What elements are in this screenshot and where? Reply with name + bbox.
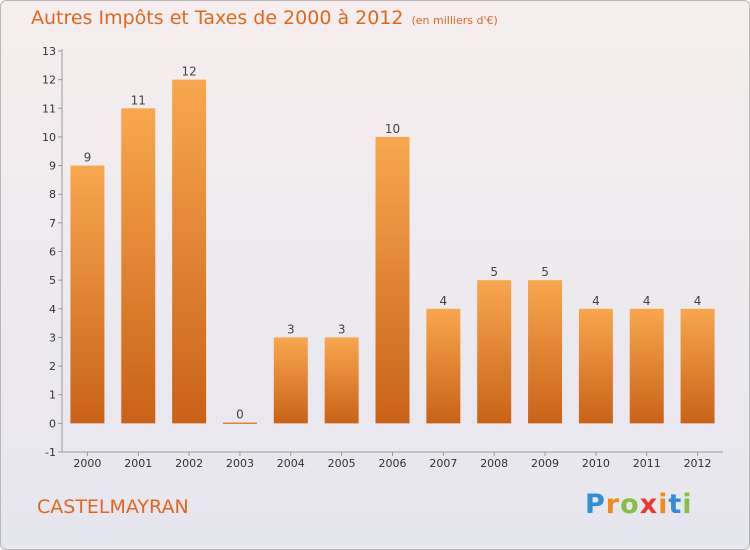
x-tick-label: 2007 — [429, 457, 457, 470]
y-tick-label: 4 — [49, 303, 56, 316]
brand-logo-letter: o — [620, 489, 640, 520]
x-tick-label: 2001 — [124, 457, 152, 470]
brand-logo: Proxiti — [585, 489, 693, 520]
bar — [70, 165, 105, 424]
data-label: 5 — [490, 265, 498, 279]
data-label: 0 — [236, 407, 244, 421]
x-tick-label: 2010 — [582, 457, 610, 470]
data-label: 12 — [181, 65, 196, 79]
x-tick-label: 2012 — [684, 457, 712, 470]
bar — [426, 308, 461, 424]
chart-title-text: Autres Impôts et Taxes de 2000 à 2012 — [31, 7, 404, 29]
y-tick-label: -1 — [45, 446, 56, 459]
bar — [375, 136, 410, 424]
bar — [477, 280, 512, 424]
data-label: 10 — [385, 122, 400, 136]
bar — [273, 337, 308, 424]
data-label: 9 — [84, 151, 92, 165]
brand-logo-letter: P — [585, 489, 606, 520]
x-tick-label: 2008 — [480, 457, 508, 470]
x-tick-label: 2005 — [328, 457, 356, 470]
y-tick-label: 3 — [49, 331, 56, 344]
data-labels: 9 11 12 0 3 3 10 4 5 5 4 4 4 — [84, 65, 702, 422]
data-label: 5 — [541, 265, 549, 279]
bars — [70, 79, 715, 424]
bar — [121, 108, 156, 424]
bar — [172, 79, 207, 424]
y-tick-label: 10 — [42, 131, 56, 144]
data-label: 11 — [131, 93, 146, 107]
bar — [324, 337, 359, 424]
y-tick-label: 1 — [49, 389, 56, 402]
y-tick-label: 9 — [49, 160, 56, 173]
y-tick-label: 0 — [49, 417, 56, 430]
chart-unit: (en milliers d'€) — [411, 14, 498, 27]
brand-logo-letter: t — [668, 489, 683, 520]
commune-name: CASTELMAYRAN — [37, 496, 189, 518]
y-tick-label: 7 — [49, 217, 56, 230]
brand-logo-letter: i — [658, 489, 669, 520]
x-tick-label: 2009 — [531, 457, 559, 470]
x-tick-label: 2006 — [379, 457, 407, 470]
x-tick-label: 2002 — [175, 457, 203, 470]
bar — [578, 308, 613, 424]
data-label: 3 — [338, 322, 346, 336]
brand-logo-letter: r — [605, 489, 621, 520]
y-tick-label: 6 — [49, 246, 56, 259]
bar — [629, 308, 664, 424]
x-tick-label: 2000 — [73, 457, 101, 470]
brand-logo-letter: x — [639, 489, 659, 520]
bar — [222, 422, 257, 424]
y-tick-label: 13 — [42, 45, 56, 58]
brand-logo-letter: i — [682, 489, 693, 520]
y-tick-label: 12 — [42, 74, 56, 87]
data-label: 4 — [694, 294, 702, 308]
chart-title: Autres Impôts et Taxes de 2000 à 2012 (en… — [31, 7, 498, 29]
y-tick-label: 11 — [42, 102, 56, 115]
y-tick-label: 2 — [49, 360, 56, 373]
data-label: 3 — [287, 322, 295, 336]
data-label: 4 — [440, 294, 448, 308]
bar — [680, 308, 715, 424]
y-tick-label: 8 — [49, 188, 56, 201]
x-tick-label: 2004 — [277, 457, 305, 470]
bar — [528, 280, 563, 424]
x-tick-label: 2003 — [226, 457, 254, 470]
y-tick-label: 5 — [49, 274, 56, 287]
data-label: 4 — [592, 294, 600, 308]
data-label: 4 — [643, 294, 651, 308]
x-tick-label: 2011 — [633, 457, 661, 470]
